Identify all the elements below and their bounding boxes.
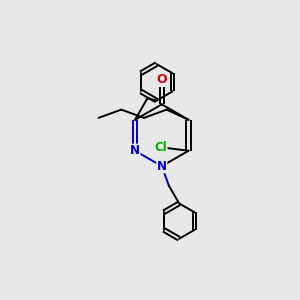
Text: N: N (130, 144, 140, 157)
Text: Cl: Cl (154, 141, 167, 154)
Text: N: N (157, 160, 167, 173)
Text: O: O (157, 74, 167, 86)
